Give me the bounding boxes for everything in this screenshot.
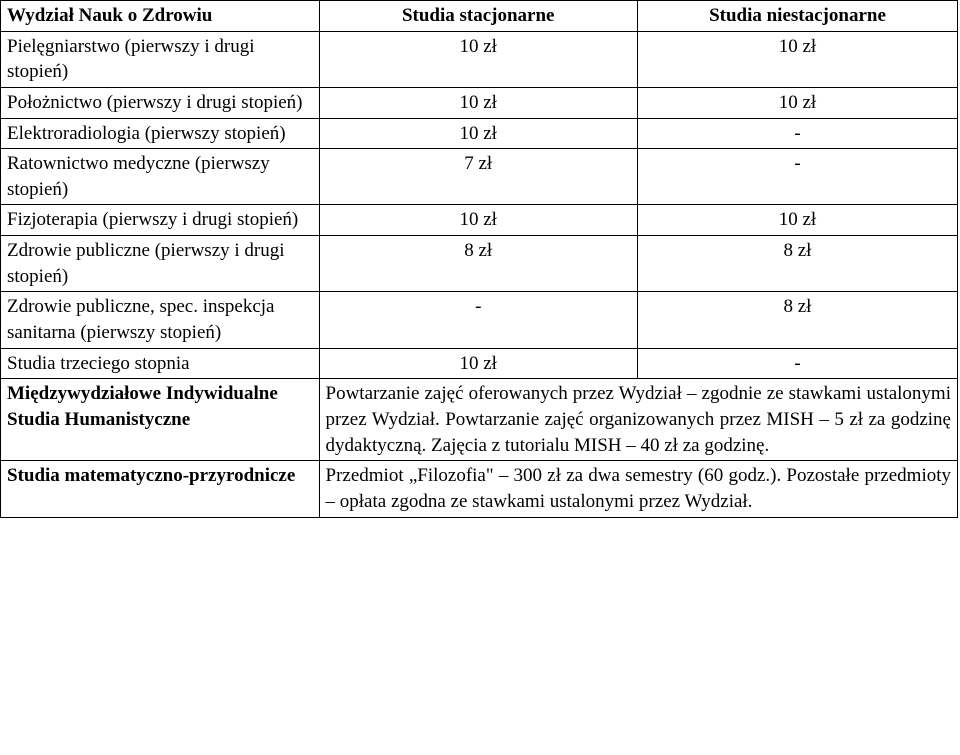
row-value-a: 10 zł: [319, 118, 637, 149]
row-label: Zdrowie publiczne (pierwszy i drugi stop…: [1, 236, 320, 292]
row-label: Położnictwo (pierwszy i drugi stopień): [1, 87, 320, 118]
header-col3: Studia niestacjonarne: [637, 1, 957, 32]
header-col2: Studia stacjonarne: [319, 1, 637, 32]
table-row: Zdrowie publiczne (pierwszy i drugi stop…: [1, 236, 958, 292]
table-row: Położnictwo (pierwszy i drugi stopień) 1…: [1, 87, 958, 118]
table-row: Elektroradiologia (pierwszy stopień) 10 …: [1, 118, 958, 149]
row-label: Pielęgniarstwo (pierwszy i drugi stopień…: [1, 31, 320, 87]
row-value-a: 7 zł: [319, 149, 637, 205]
row-value-b: 10 zł: [637, 205, 957, 236]
table-row: Fizjoterapia (pierwszy i drugi stopień) …: [1, 205, 958, 236]
table-header-row: Wydział Nauk o Zdrowiu Studia stacjonarn…: [1, 1, 958, 32]
fees-table: Wydział Nauk o Zdrowiu Studia stacjonarn…: [0, 0, 958, 518]
row-value-b: 8 zł: [637, 236, 957, 292]
header-col1: Wydział Nauk o Zdrowiu: [1, 1, 320, 32]
row-value-b: 10 zł: [637, 31, 957, 87]
row-value-b: -: [637, 149, 957, 205]
row-label: Studia trzeciego stopnia: [1, 348, 320, 379]
row-value-a: 10 zł: [319, 205, 637, 236]
row-value-b: 8 zł: [637, 292, 957, 348]
row-label: Elektroradiologia (pierwszy stopień): [1, 118, 320, 149]
row-label: Zdrowie publiczne, spec. inspekcja sanit…: [1, 292, 320, 348]
table-row: Pielęgniarstwo (pierwszy i drugi stopień…: [1, 31, 958, 87]
row-label: Fizjoterapia (pierwszy i drugi stopień): [1, 205, 320, 236]
merged-row-label: Studia matematyczno-przyrodnicze: [1, 461, 320, 517]
row-value-b: -: [637, 348, 957, 379]
row-value-a: 10 zł: [319, 87, 637, 118]
table-row: Zdrowie publiczne, spec. inspekcja sanit…: [1, 292, 958, 348]
table-row: Ratownictwo medyczne (pierwszy stopień) …: [1, 149, 958, 205]
merged-row-text: Przedmiot „Filozofia" – 300 zł za dwa se…: [319, 461, 957, 517]
row-value-b: 10 zł: [637, 87, 957, 118]
row-value-a: 10 zł: [319, 31, 637, 87]
row-label: Ratownictwo medyczne (pierwszy stopień): [1, 149, 320, 205]
table-row-merged: Międzywydziałowe Indywidualne Studia Hum…: [1, 379, 958, 461]
row-value-b: -: [637, 118, 957, 149]
row-value-a: 8 zł: [319, 236, 637, 292]
row-value-a: 10 zł: [319, 348, 637, 379]
merged-row-label: Międzywydziałowe Indywidualne Studia Hum…: [1, 379, 320, 461]
row-value-a: -: [319, 292, 637, 348]
table-row-merged: Studia matematyczno-przyrodnicze Przedmi…: [1, 461, 958, 517]
table-row: Studia trzeciego stopnia 10 zł -: [1, 348, 958, 379]
merged-row-text: Powtarzanie zajęć oferowanych przez Wydz…: [319, 379, 957, 461]
